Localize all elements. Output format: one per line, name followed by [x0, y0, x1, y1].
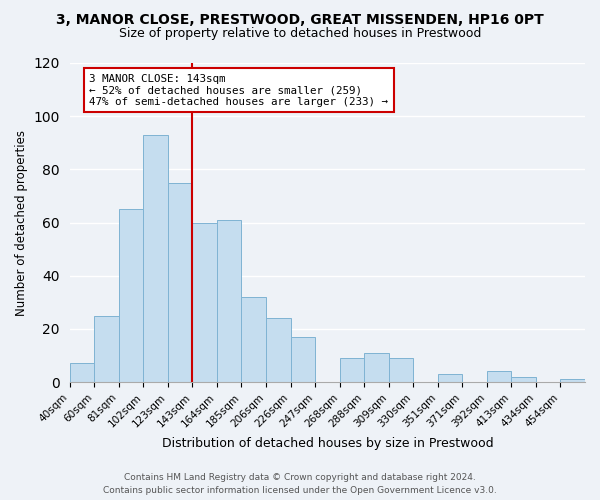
Bar — [389, 358, 413, 382]
Text: 3, MANOR CLOSE, PRESTWOOD, GREAT MISSENDEN, HP16 0PT: 3, MANOR CLOSE, PRESTWOOD, GREAT MISSEND… — [56, 12, 544, 26]
Bar — [70, 364, 94, 382]
Bar — [143, 135, 168, 382]
Text: Size of property relative to detached houses in Prestwood: Size of property relative to detached ho… — [119, 28, 481, 40]
Text: 3 MANOR CLOSE: 143sqm
← 52% of detached houses are smaller (259)
47% of semi-det: 3 MANOR CLOSE: 143sqm ← 52% of detached … — [89, 74, 388, 107]
Bar — [487, 372, 511, 382]
Bar — [168, 182, 193, 382]
Bar — [364, 353, 389, 382]
Y-axis label: Number of detached properties: Number of detached properties — [15, 130, 28, 316]
Bar — [241, 297, 266, 382]
Bar — [217, 220, 241, 382]
Bar — [290, 337, 315, 382]
Bar — [438, 374, 462, 382]
Text: Contains HM Land Registry data © Crown copyright and database right 2024.
Contai: Contains HM Land Registry data © Crown c… — [103, 474, 497, 495]
Bar — [560, 380, 585, 382]
Bar — [193, 222, 217, 382]
Bar — [511, 377, 536, 382]
Bar — [119, 209, 143, 382]
Bar — [94, 316, 119, 382]
Bar — [266, 318, 290, 382]
Bar — [340, 358, 364, 382]
X-axis label: Distribution of detached houses by size in Prestwood: Distribution of detached houses by size … — [161, 437, 493, 450]
